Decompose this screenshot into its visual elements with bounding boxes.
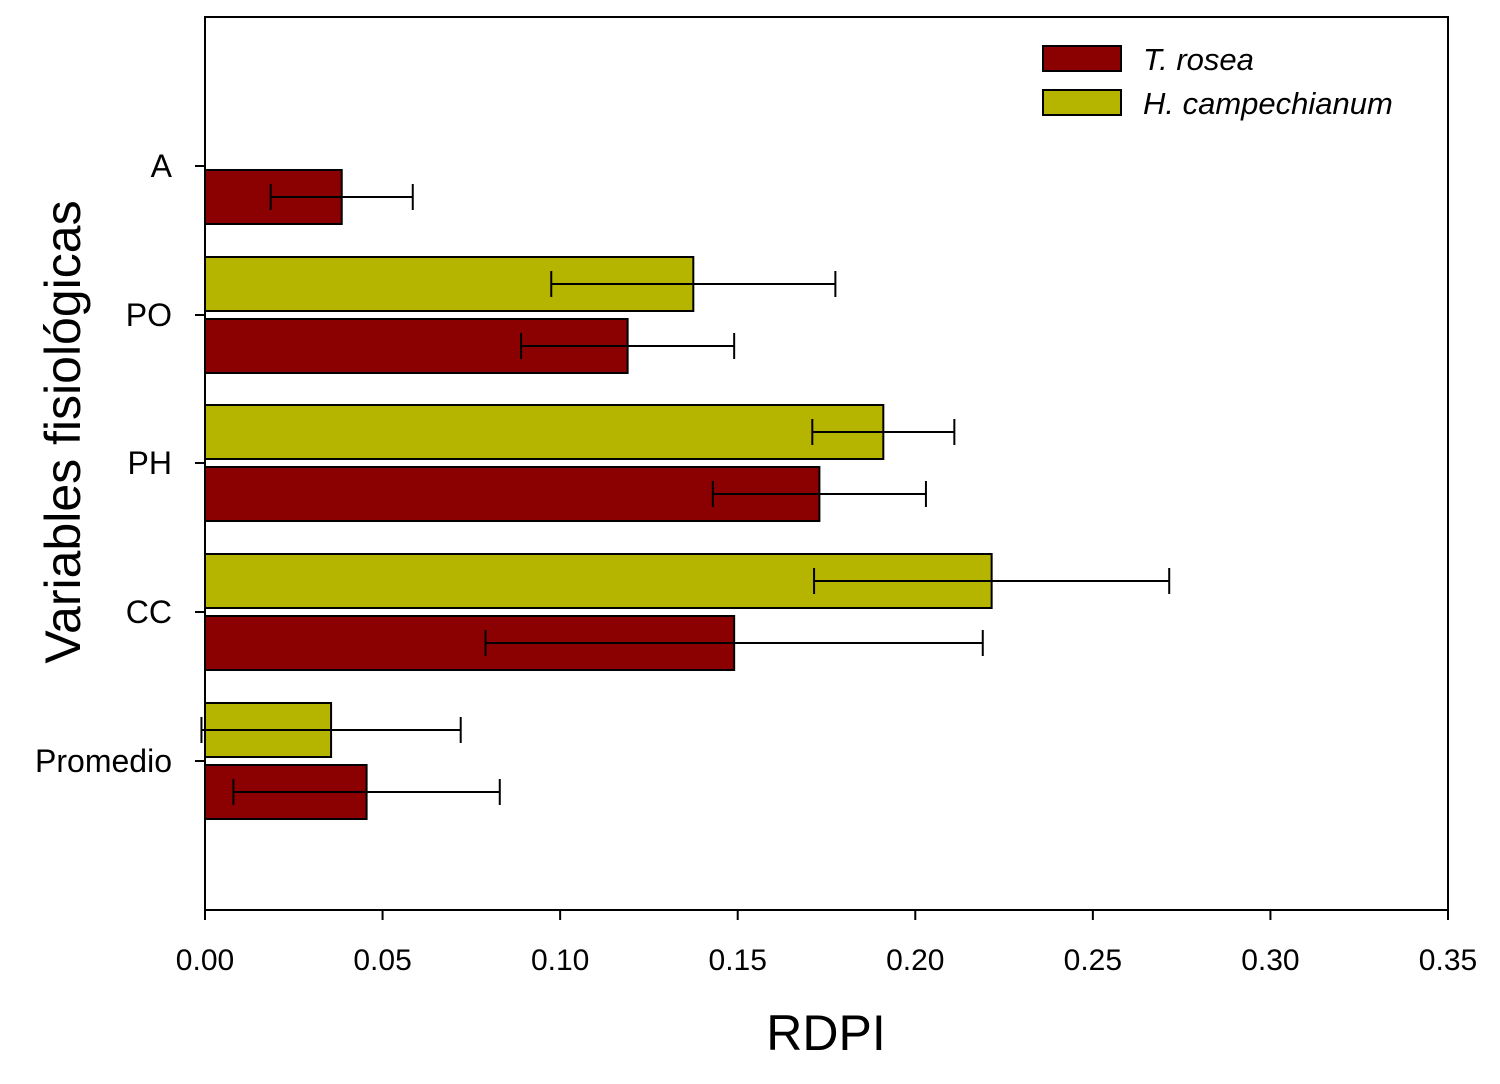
y-axis: A PO PH CC Promedio [35, 148, 205, 779]
error-bar-h-campechianum-po [550, 271, 837, 297]
x-tick-label: 0.30 [1241, 944, 1299, 977]
x-tick-label: 0.00 [176, 944, 234, 977]
bar-h-campechianum-ph [204, 404, 885, 460]
error-bar-t-rosea-a [269, 184, 414, 210]
y-category-label-ph: PH [128, 445, 172, 481]
plot-area [204, 16, 1449, 911]
legend-swatch-t-rosea [1042, 45, 1122, 72]
error-bar-t-rosea-cc [484, 630, 984, 656]
x-tick-label: 0.05 [353, 944, 411, 977]
error-bar-h-campechianum-ph [811, 419, 956, 445]
y-category-label-po: PO [126, 297, 172, 333]
legend-label-t-rosea: T. rosea [1143, 42, 1254, 77]
error-bar-t-rosea-promedio [232, 779, 501, 805]
x-tick-label: 0.35 [1419, 944, 1477, 977]
y-category-label-promedio: Promedio [35, 743, 172, 779]
x-tick-label: 0.15 [709, 944, 767, 977]
error-bars-layer [200, 184, 1171, 805]
error-bar-h-campechianum-promedio [200, 717, 462, 743]
legend-label-h-campechianum: H. campechianum [1143, 86, 1393, 121]
y-category-label-a: A [151, 148, 173, 184]
y-category-label-cc: CC [126, 594, 172, 630]
x-axis: 0.00 0.05 0.10 0.15 0.20 0.25 0.30 0.35 [176, 910, 1477, 977]
x-tick-label: 0.10 [531, 944, 589, 977]
error-bar-t-rosea-ph [711, 481, 927, 507]
error-bar-t-rosea-po [520, 333, 736, 359]
y-axis-title: Variables fisiológicas [35, 200, 91, 663]
x-tick-label: 0.20 [886, 944, 944, 977]
x-tick-label: 0.25 [1064, 944, 1122, 977]
x-axis-title: RDPI [766, 1005, 885, 1061]
error-bar-h-campechianum-cc [813, 568, 1171, 594]
legend: T. rosea H. campechianum [1042, 42, 1393, 121]
legend-swatch-h-campechianum [1042, 89, 1122, 116]
